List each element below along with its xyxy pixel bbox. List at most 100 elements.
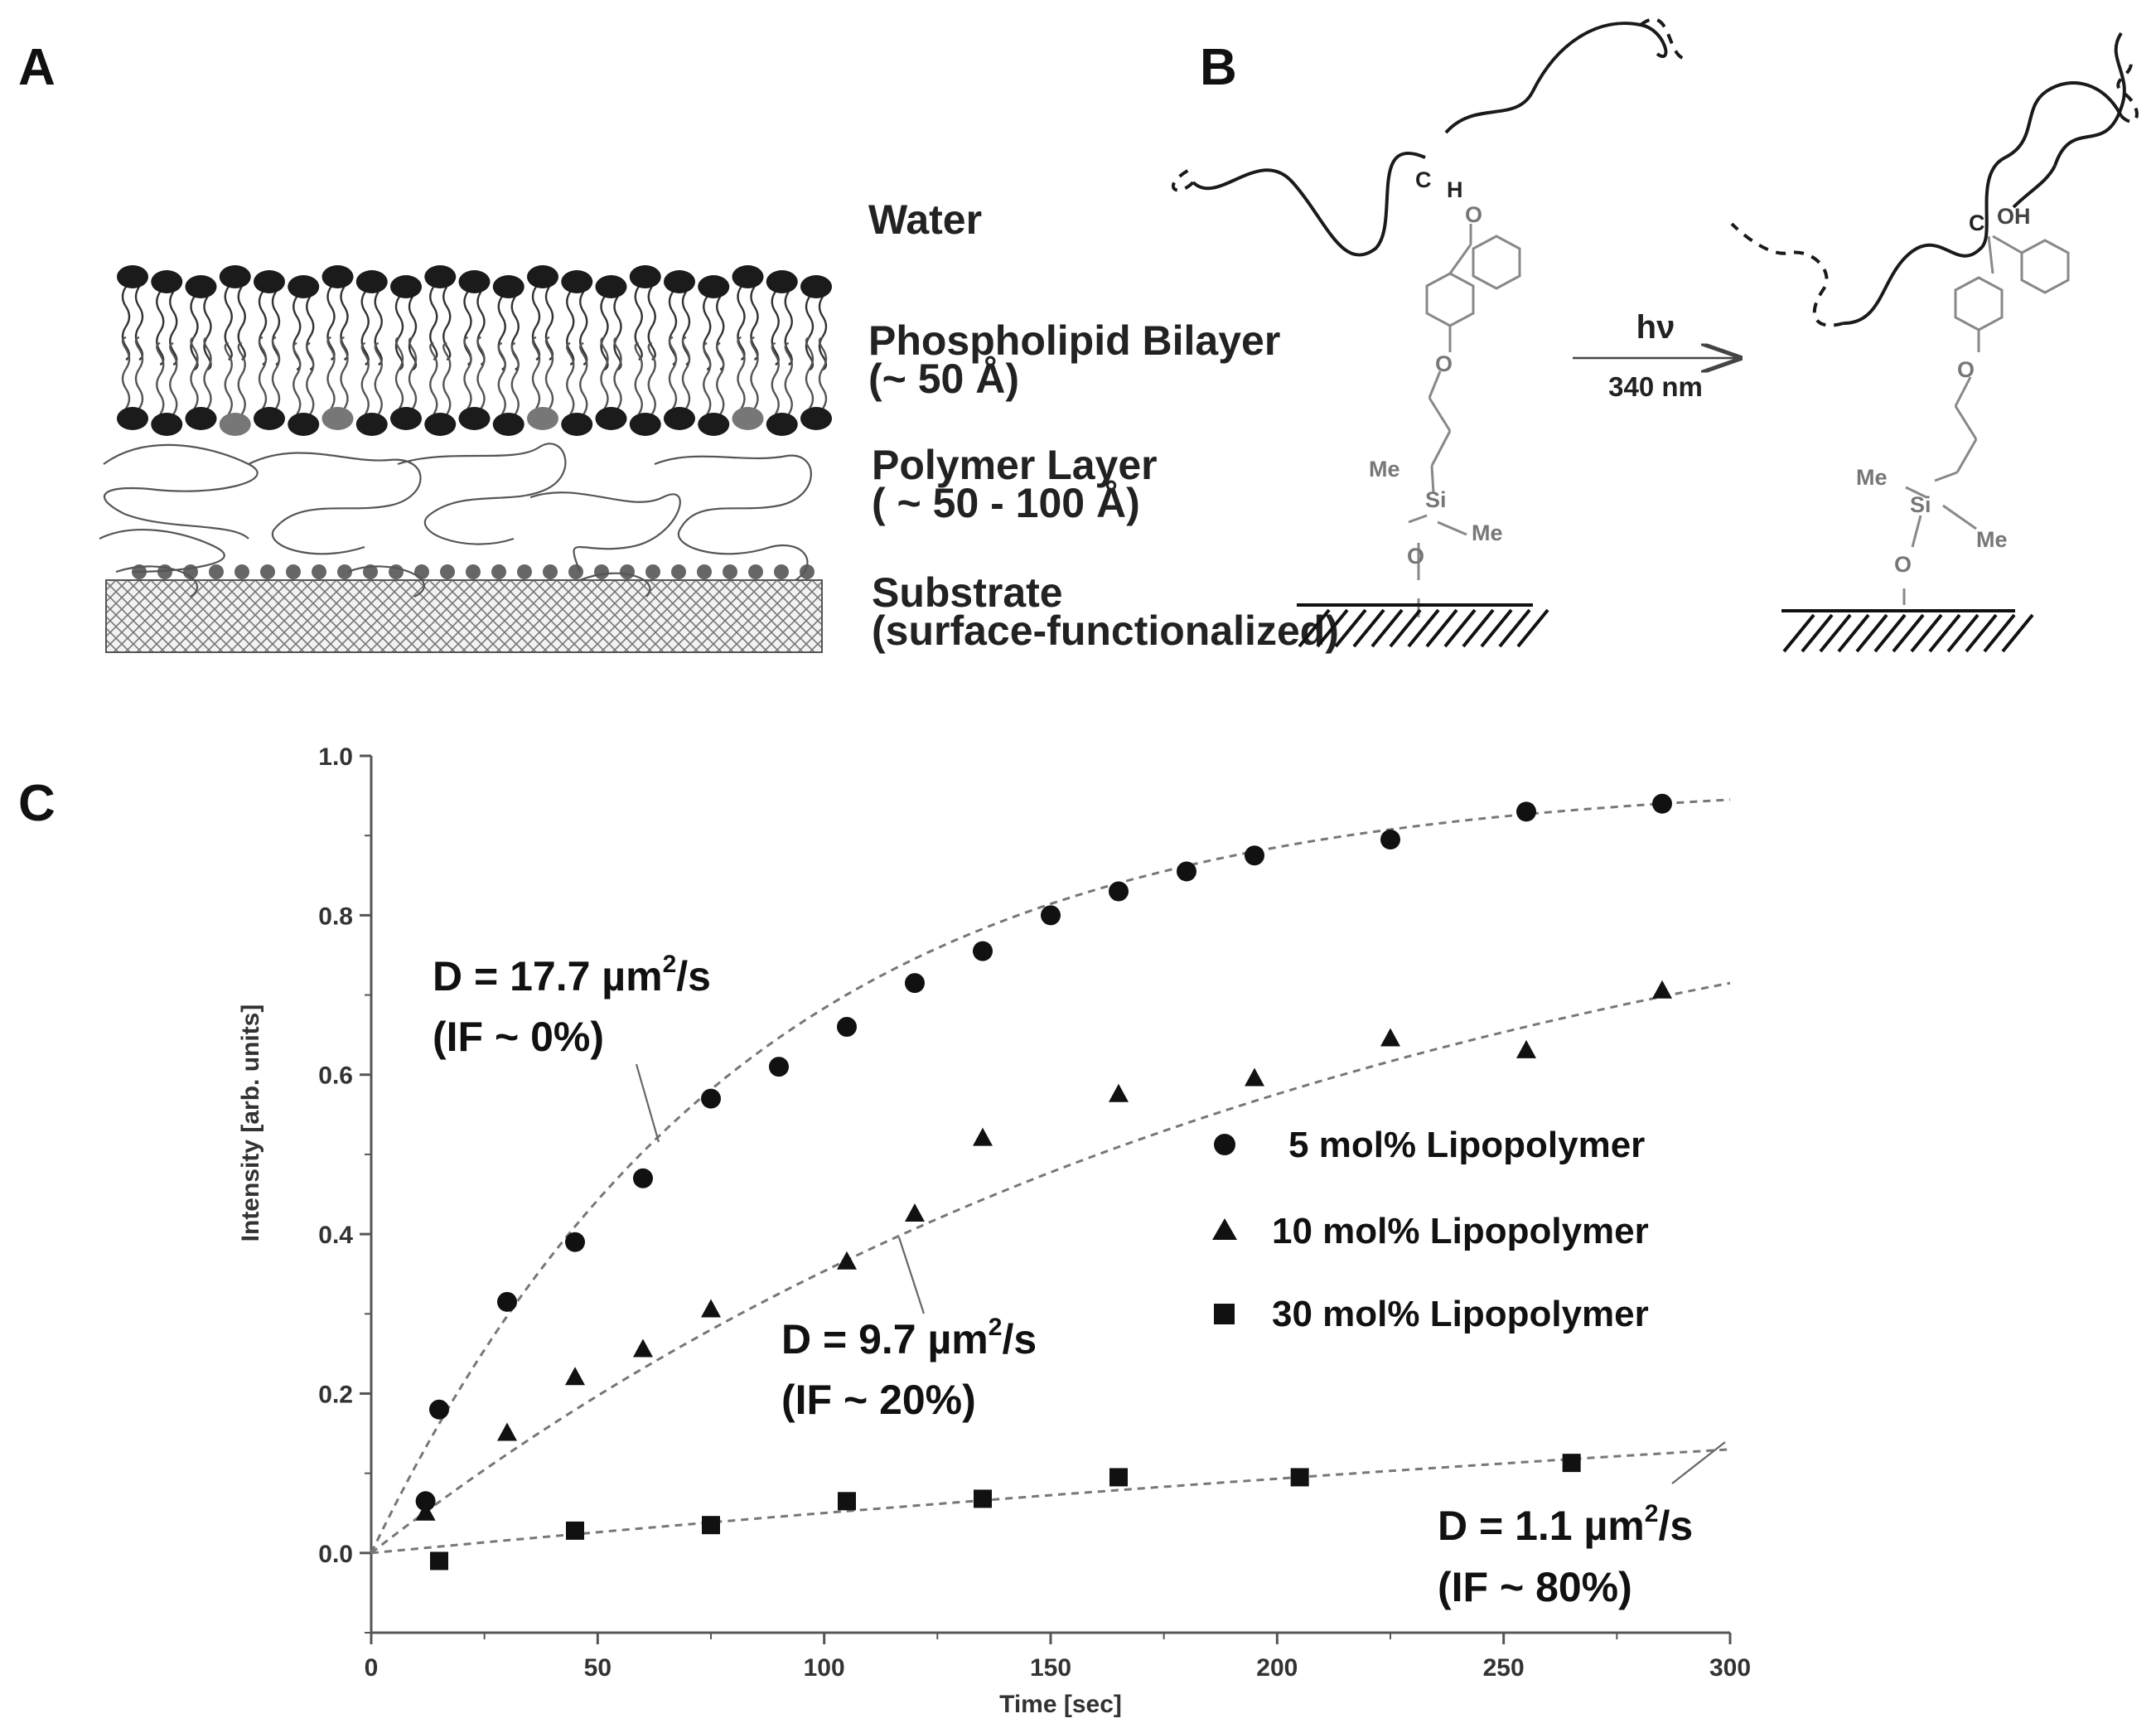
tether-bead bbox=[594, 564, 609, 579]
hatch-stroke bbox=[1480, 608, 1513, 648]
membrane-schematic bbox=[99, 265, 832, 653]
x-tick-label: 200 bbox=[1256, 1654, 1298, 1682]
hatch-stroke bbox=[1837, 613, 1870, 653]
lipid-tail bbox=[531, 286, 541, 361]
data-point-10mol bbox=[1109, 1083, 1129, 1102]
hatch-stroke bbox=[1892, 613, 1925, 653]
polymer-chain bbox=[397, 443, 567, 545]
legend-label-10mol: 10 mol% Lipopolymer bbox=[1272, 1211, 1649, 1251]
atom-carbon-right: C bbox=[1969, 211, 1985, 235]
hatch-stroke bbox=[1334, 608, 1367, 648]
lipopolymer-head bbox=[219, 413, 251, 436]
lipid-head-top bbox=[527, 265, 558, 288]
data-point-5mol bbox=[701, 1088, 721, 1109]
arrow-label-wavelength: 340 nm bbox=[1608, 371, 1703, 402]
data-point-30mol bbox=[1290, 1468, 1309, 1487]
atom-hydrogen: H bbox=[1447, 177, 1463, 202]
lipid-tail bbox=[340, 286, 349, 361]
hatch-stroke bbox=[1873, 613, 1907, 653]
layer-detail-substrate: (surface-functionalized) bbox=[872, 607, 1339, 654]
data-point-30mol bbox=[566, 1521, 584, 1540]
annotation-d-5mol: D = 17.7 µm2/s bbox=[433, 951, 711, 1000]
lipid-tail bbox=[463, 336, 472, 409]
lipid-head-bottom bbox=[254, 407, 285, 430]
lipid-tail bbox=[134, 336, 144, 409]
chart-legend: 5 mol% Lipopolymer 10 mol% Lipopolymer 3… bbox=[1212, 1125, 1649, 1334]
lipid-head-top bbox=[151, 270, 183, 293]
lipid-tail bbox=[306, 341, 315, 415]
lipid-tail bbox=[476, 336, 486, 409]
polymer-chain bbox=[347, 565, 425, 598]
lipid-tail bbox=[190, 336, 199, 409]
atom-si-right: Si bbox=[1910, 492, 1931, 517]
tether-bead bbox=[671, 564, 686, 579]
hatch-stroke bbox=[1370, 608, 1404, 648]
lipopolymer-head bbox=[321, 407, 354, 430]
lipid-tail bbox=[292, 341, 302, 415]
lipid-head-bottom bbox=[766, 413, 798, 436]
tether-bead bbox=[312, 564, 326, 579]
lipid-tail bbox=[237, 286, 246, 361]
frap-recovery-chart: 0 50 100 150 200 250 300 0.0 0.2 0.4 0.6 0.8 1.0 Tim… bbox=[237, 743, 1751, 1718]
hatch-stroke bbox=[1316, 608, 1349, 648]
polymer-chain bbox=[248, 452, 422, 555]
lipid-tail bbox=[224, 286, 233, 361]
lipid-head-top bbox=[492, 275, 524, 298]
lipid-tail bbox=[613, 336, 622, 409]
lipid-tail bbox=[784, 341, 793, 415]
layer-detail-polymer: ( ~ 50 - 100 Å) bbox=[872, 480, 1140, 526]
arrow-label-hv: hν bbox=[1636, 309, 1675, 346]
hatch-stroke bbox=[1443, 608, 1477, 648]
tether-bead bbox=[748, 564, 763, 579]
annotation-d-30mol: D = 1.1 µm2/s bbox=[1438, 1500, 1693, 1549]
annotation-if-30mol: (IF ~ 80%) bbox=[1438, 1564, 1632, 1610]
lipid-tail bbox=[750, 336, 759, 409]
lipid-tail bbox=[544, 286, 554, 361]
data-point-10mol bbox=[973, 1127, 993, 1146]
panel-label-c: C bbox=[18, 775, 56, 832]
legend-marker-square bbox=[1214, 1304, 1235, 1324]
y-tick-label: 0.6 bbox=[318, 1062, 353, 1090]
lipid-head-top bbox=[698, 275, 730, 298]
lipid-head-top bbox=[321, 265, 354, 288]
lipid-tail bbox=[600, 336, 609, 409]
lipid-tail bbox=[818, 336, 828, 409]
lipid-tail bbox=[579, 341, 588, 415]
lipid-head-top bbox=[254, 270, 285, 293]
lipid-tail bbox=[271, 336, 281, 409]
data-point-30mol bbox=[974, 1489, 992, 1508]
lipid-tail bbox=[121, 286, 131, 361]
lipid-head-bottom bbox=[698, 413, 730, 436]
polymer-chain-right-branch bbox=[2012, 165, 2057, 209]
layer-name-substrate: Substrate bbox=[872, 569, 1063, 616]
atom-oxygen-ether-left: O bbox=[1435, 351, 1453, 376]
annotation-leader-30mol bbox=[1671, 1441, 1726, 1484]
lipid-head-top bbox=[800, 275, 832, 298]
lipid-tail bbox=[579, 291, 588, 366]
lipid-tail bbox=[566, 341, 575, 415]
tether-bead bbox=[286, 564, 301, 579]
lipid-tail bbox=[429, 341, 438, 415]
lipid-tail bbox=[668, 336, 678, 409]
polymer-chain bbox=[654, 454, 812, 581]
x-tick-label: 250 bbox=[1483, 1654, 1525, 1682]
polymer-chain-right-dashed-right bbox=[2116, 57, 2139, 123]
hatch-stroke bbox=[1782, 613, 1815, 653]
data-point-30mol bbox=[838, 1492, 856, 1511]
hatch-stroke bbox=[1801, 613, 1834, 653]
lipid-tail bbox=[156, 341, 165, 415]
lipid-head-top bbox=[766, 270, 798, 293]
lipid-tail bbox=[442, 341, 452, 415]
polymer-cushion bbox=[99, 443, 812, 598]
lipid-tail bbox=[566, 291, 575, 366]
annotation-d-10mol: D = 9.7 µm2/s bbox=[781, 1314, 1037, 1363]
surface-hatch-right bbox=[1782, 613, 2034, 653]
surface-hatch-left bbox=[1298, 608, 1549, 648]
lipid-head-bottom bbox=[492, 413, 524, 436]
data-point-10mol bbox=[837, 1251, 857, 1270]
legend-label-30mol: 30 mol% Lipopolymer bbox=[1272, 1294, 1649, 1334]
tether-bead bbox=[543, 564, 558, 579]
data-point-10mol bbox=[497, 1422, 517, 1441]
y-tick-label: 0.0 bbox=[318, 1541, 353, 1568]
hatch-stroke bbox=[2001, 613, 2034, 653]
